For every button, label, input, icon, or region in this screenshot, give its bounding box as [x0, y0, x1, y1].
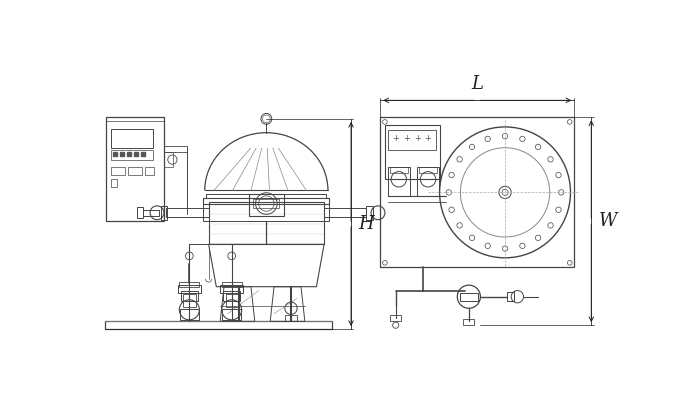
Bar	[222, 282, 242, 287]
Bar	[145, 167, 154, 175]
Bar	[220, 285, 244, 293]
Bar	[111, 129, 153, 148]
Bar	[181, 291, 198, 300]
Bar	[380, 117, 574, 268]
Bar	[178, 285, 201, 293]
Bar	[203, 204, 330, 221]
Bar	[183, 294, 195, 308]
Bar	[111, 150, 153, 160]
Bar	[105, 321, 332, 329]
Bar	[389, 167, 408, 173]
Bar	[385, 125, 440, 179]
Bar	[225, 294, 238, 308]
Bar	[391, 315, 401, 321]
Bar	[253, 199, 279, 208]
Bar	[137, 207, 144, 218]
Text: +: +	[392, 134, 399, 142]
Bar	[223, 309, 241, 320]
Bar	[463, 319, 475, 325]
Bar	[367, 206, 372, 220]
Bar	[161, 206, 167, 220]
Bar	[209, 202, 324, 244]
Bar	[203, 198, 330, 204]
Bar	[248, 194, 284, 216]
Text: +: +	[425, 134, 431, 142]
Bar	[460, 293, 478, 300]
Bar	[127, 167, 141, 175]
Bar	[324, 208, 367, 218]
Bar	[111, 167, 125, 175]
Bar	[164, 152, 173, 167]
Bar	[388, 167, 409, 196]
Bar	[388, 130, 435, 150]
Bar	[106, 117, 164, 221]
Bar	[164, 146, 187, 152]
Bar	[111, 179, 117, 186]
Text: +: +	[403, 134, 410, 142]
Bar	[180, 309, 199, 320]
Text: L: L	[471, 76, 483, 94]
Text: +: +	[414, 134, 421, 142]
Bar	[419, 167, 438, 173]
Bar	[285, 315, 298, 321]
Bar	[223, 291, 240, 300]
Text: W: W	[599, 212, 617, 230]
Bar	[167, 208, 209, 218]
Bar	[144, 210, 158, 216]
Bar	[508, 292, 514, 301]
Bar	[417, 167, 439, 196]
Bar	[206, 194, 326, 198]
Bar	[179, 282, 200, 287]
Text: H: H	[358, 215, 375, 233]
